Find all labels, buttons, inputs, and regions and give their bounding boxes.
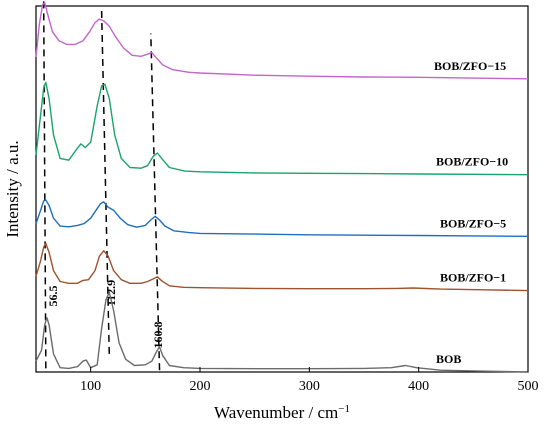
plot-frame: [35, 5, 529, 373]
series-label: BOB/ZFO−5: [440, 216, 506, 230]
x-tick-label: 200: [190, 379, 211, 394]
series-line-0: [35, 291, 529, 373]
x-axis-ticks: 100 200 300 400 500: [80, 367, 539, 394]
x-tick-label: 300: [299, 379, 320, 394]
x-tick-label: 100: [80, 379, 101, 394]
series-labels: BOB BOB/ZFO−1 BOB/ZFO−5 BOB/ZFO−10 BOB/ZFO−1…: [434, 59, 508, 366]
peak-label: 160.8: [151, 322, 165, 349]
x-tick-label: 400: [408, 379, 429, 394]
series-line-2: [35, 199, 529, 237]
series-label: BOB: [436, 352, 461, 366]
series-curves: [35, 2, 529, 373]
series-line-4: [35, 2, 529, 80]
x-axis-title: Wavenumber / cm−1: [214, 403, 350, 422]
x-tick-label: 500: [518, 379, 539, 394]
series-label: BOB/ZFO−1: [440, 271, 506, 285]
guide-lines: 56.5 112.9 160.8: [42, 0, 165, 371]
series-label: BOB/ZFO−10: [436, 155, 508, 169]
guide-line: [42, 0, 47, 369]
y-axis-title: Intensity / a.u.: [3, 140, 22, 237]
series-line-1: [35, 242, 529, 292]
peak-label: 112.9: [104, 280, 118, 306]
guide-line: [150, 33, 161, 371]
series-line-3: [35, 81, 529, 176]
series-label: BOB/ZFO−15: [434, 59, 506, 73]
guide-line: [100, 9, 111, 354]
peak-label: 56.5: [46, 286, 60, 307]
